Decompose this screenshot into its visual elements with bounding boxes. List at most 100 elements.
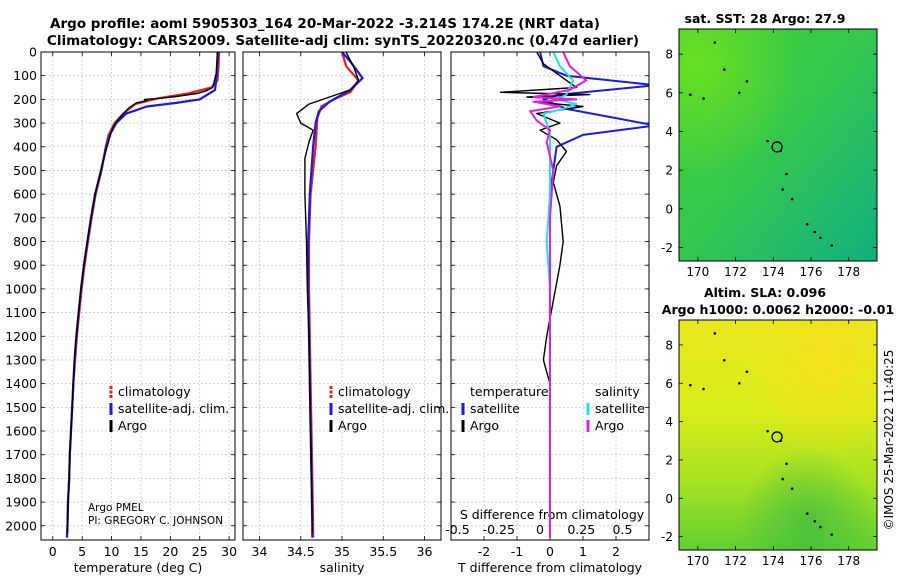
panel-temp-xtick-label-4: 20: [162, 544, 178, 559]
map-sla-island-6: [766, 429, 769, 433]
depth-tick-label-6: 600: [13, 187, 37, 202]
depth-tick-label-11: 1100: [5, 305, 37, 320]
map-sst-island-13: [819, 236, 822, 240]
map-sst-island-1: [722, 68, 726, 71]
panel-sal-frame: [242, 51, 442, 541]
diff-legend-temp-argo-label: Argo: [470, 418, 499, 433]
sst-map: 170 172 174 176 178 -2 0 2 4 6 8: [661, 28, 878, 279]
panel-diff-xlabel: T difference from climatology: [457, 560, 643, 575]
depth-tick-label-7: 700: [13, 210, 37, 225]
map-sla-xtick-label-4: 178: [837, 554, 860, 568]
map-sst-argo-marker: [771, 141, 783, 153]
map-sst-xtick-label-1: 172: [724, 265, 747, 279]
map-sla-island-5: [738, 381, 741, 385]
panel-diff-series-3: [529, 52, 588, 538]
salinity-panel: 34 34.5 35 35.5 36 salinity: [242, 51, 442, 575]
map-sst-xtick-label-0: 170: [686, 265, 709, 279]
panel-diff-s-tick-label-0: -0.5: [445, 522, 469, 537]
map-sst-ytick-label-0: -2: [661, 241, 673, 255]
depth-tick-label-16: 1600: [5, 424, 37, 439]
map-sla-xtick-label-2: 174: [762, 554, 785, 568]
map-sla-island-8: [785, 462, 788, 466]
panel-sal-xtick-label-1: 34.5: [287, 544, 315, 559]
map-sla-ytick-label-4: 6: [665, 377, 673, 391]
panel-diff-s-tick-label-1: -0.25: [483, 522, 515, 537]
depth-tick-label-1: 100: [13, 68, 37, 83]
depth-tick-label-2: 200: [13, 92, 37, 107]
map-sst-island-0: [713, 41, 717, 44]
panel-temp-xtick-label-3: 15: [133, 544, 149, 559]
temperature-panel: 0100200300400500600700800900100011001200…: [5, 45, 237, 576]
map-sla-island-1: [722, 358, 726, 362]
sal-legend: climatology satellite-adj. clim. Argo: [329, 384, 449, 433]
panel-diff-xtick-label-3: 1: [579, 544, 587, 559]
sal-legend-satellite-label: satellite-adj. clim.: [338, 401, 449, 416]
map-sst-ytick-label-1: 0: [665, 202, 673, 216]
legend-argo-label: Argo: [118, 418, 147, 433]
panel-diff-series-2: [542, 52, 578, 538]
map-sst-ytick-label-5: 8: [665, 48, 673, 62]
credit-line2: PI: GREGORY C. JOHNSON: [88, 515, 223, 527]
panel-diff-xtick-label-2: 0: [546, 544, 554, 559]
panel-diff-xtick-label-1: -1: [511, 544, 523, 559]
panel-temp-series-1: [65, 52, 220, 538]
depth-tick-label-5: 500: [13, 163, 37, 178]
panel-diff-s-xlabel: S difference from climatology: [460, 507, 645, 522]
map-sla-xtick-label-3: 176: [800, 554, 823, 568]
diff-legend-sal-sat-label: satellite: [595, 401, 645, 416]
panel-sal-xtick-label-0: 34: [252, 544, 268, 559]
panel-sal-series-1: [307, 52, 364, 538]
sla-map-title-line1: Altim. SLA: 0.096: [704, 285, 826, 300]
panel-temp-series-2: [66, 52, 219, 533]
map-sst-ytick-label-2: 2: [665, 164, 673, 178]
map-sla-ytick-label-3: 4: [665, 415, 673, 429]
sst-warm-patch: [679, 29, 877, 261]
legend-satellite-label: satellite-adj. clim.: [118, 401, 229, 416]
difference-panel: -2 -1 0 1 2 -0.5 -0.25 0 0.25 0.5S difference fro…: [445, 51, 650, 575]
panel-diff-series-0: [539, 52, 649, 538]
diff-legend-temp-heading: temperature: [470, 384, 549, 399]
map-sst-xtick-label-3: 176: [800, 265, 823, 279]
map-sst-island-2: [745, 79, 749, 83]
depth-tick-label-8: 800: [13, 234, 37, 249]
map-sla-island-10: [790, 487, 794, 490]
depth-tick-label-19: 1900: [5, 495, 37, 510]
depth-tick-label-15: 1500: [5, 400, 37, 415]
depth-tick-label-18: 1800: [5, 471, 37, 486]
panel-diff-series-1: [499, 52, 591, 533]
legend-climatology-label: climatology: [118, 384, 191, 399]
depth-tick-label-4: 400: [13, 139, 37, 154]
map-sla-island-9: [781, 477, 785, 481]
sst-map-title: sat. SST: 28 Argo: 27.9: [685, 11, 846, 26]
map-sla-frame: [678, 319, 878, 551]
map-sst-island-10: [790, 197, 794, 201]
panel-temp-series-0: [65, 52, 221, 538]
map-sst-island-14: [830, 244, 834, 247]
panel-diff-xtick-label-0: -2: [478, 544, 490, 559]
diff-legend-temp-sat-label: satellite: [470, 401, 520, 416]
map-sst-island-8: [785, 172, 788, 176]
map-sst-island-11: [805, 222, 809, 226]
diff-legend-sal-argo-label: Argo: [595, 418, 624, 433]
depth-tick-label-13: 1300: [5, 352, 37, 367]
depth-tick-label-3: 300: [13, 116, 37, 131]
panel-temp-frame: [40, 51, 236, 541]
depth-tick-label-12: 1200: [5, 329, 37, 344]
sal-legend-climatology-label: climatology: [338, 384, 411, 399]
watermark: ©IMOS 25-Mar-2022 11:40:25: [882, 350, 896, 531]
sal-legend-argo-label: Argo: [338, 418, 367, 433]
map-sla-island-13: [819, 525, 822, 529]
depth-tick-label-0: 0: [29, 45, 37, 60]
credit-line1: Argo PMEL: [88, 502, 144, 514]
panel-temp-xtick-label-6: 30: [221, 544, 237, 559]
map-sla-island-12: [813, 519, 817, 523]
map-sla-island-0: [713, 332, 717, 335]
map-sla-island-3: [689, 383, 692, 387]
depth-tick-label-10: 1000: [5, 281, 37, 296]
panel-temp-xtick-label-0: 0: [49, 544, 57, 559]
map-sst-frame: [678, 28, 878, 262]
panel-sal-xtick-label-3: 35.5: [369, 544, 397, 559]
panel-diff-s-tick-label-2: 0: [536, 522, 544, 537]
sla-map: 170 172 174 176 178 -2 0 2 4 6 8: [661, 319, 878, 568]
